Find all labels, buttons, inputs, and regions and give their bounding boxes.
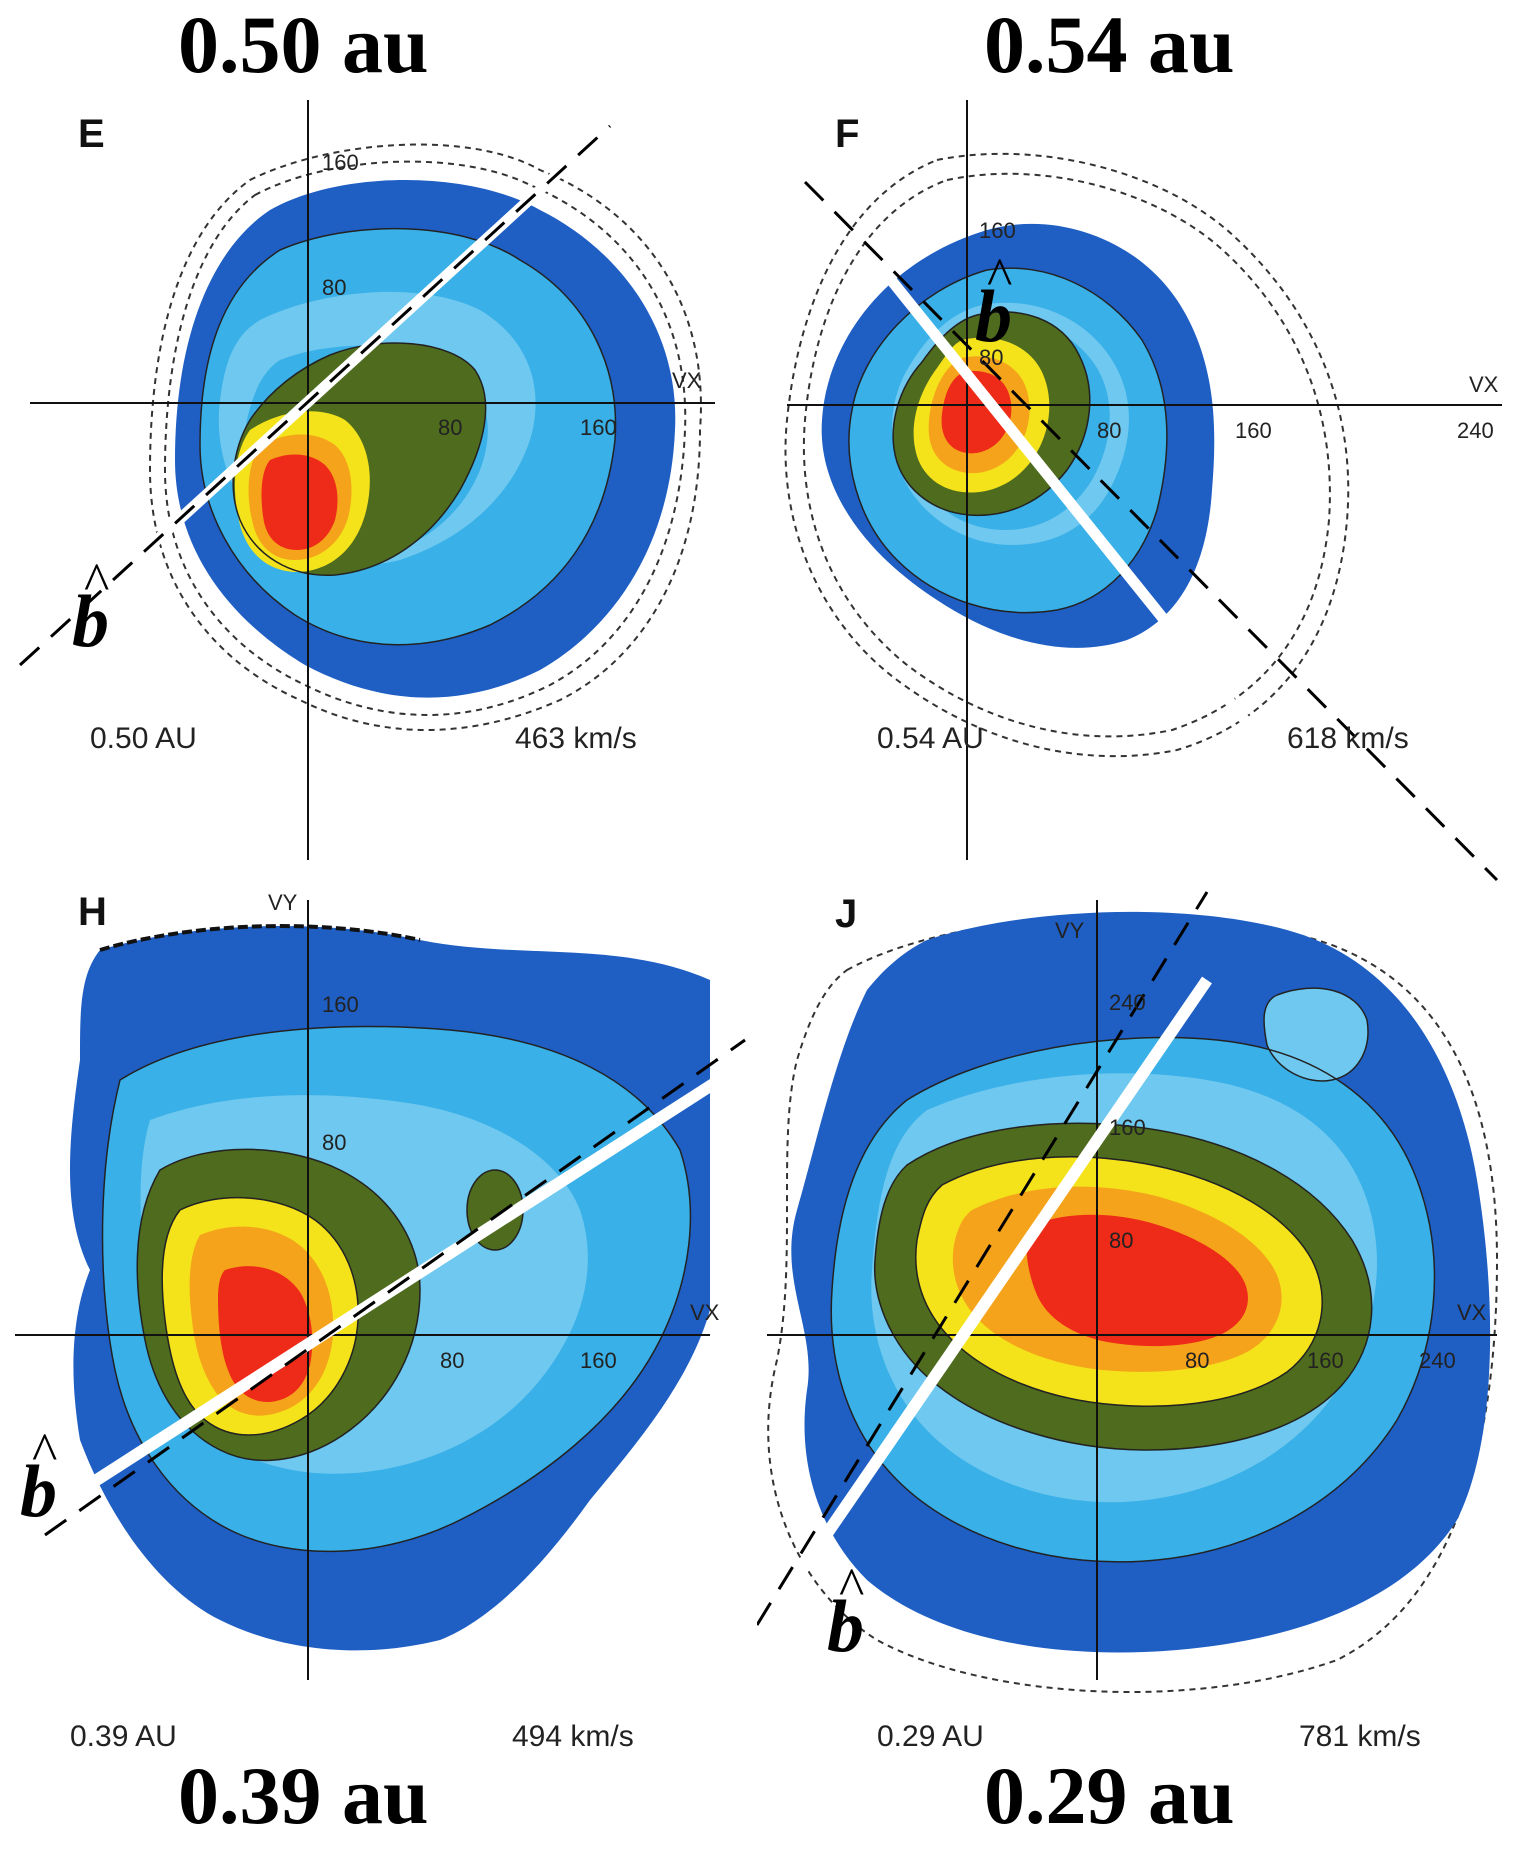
panel-j-b-hat: ^ b (827, 1560, 864, 1664)
panel-f-tick-vx-80: 80 (1097, 418, 1122, 443)
panel-j-b-symbol: b (827, 1586, 864, 1668)
panel-f-b-symbol: b (975, 276, 1012, 358)
panel-h-tick-vx-160: 160 (580, 1348, 617, 1373)
panel-f-tick-vx-160: 160 (1235, 418, 1272, 443)
panel-h-distance: 0.39 AU (70, 1720, 177, 1753)
panel-e-b-symbol: b (72, 581, 109, 663)
panel-f-tick-vy-160: 160 (979, 218, 1016, 243)
panel-h-tick-vx-80: 80 (440, 1348, 465, 1373)
panel-h-b-symbol: b (20, 1451, 57, 1533)
title-bottom-right: 0.29 au (984, 1750, 1235, 1841)
panel-j-letter: J (835, 892, 858, 936)
panel-h: H VY 160 80 80 160 VX 0.39 AU 494 km/s ^… (0, 880, 760, 1760)
panel-h-axis-vx: VX (690, 1300, 720, 1325)
hat-icon: ^ (84, 552, 110, 612)
hat-icon: ^ (32, 1422, 58, 1482)
panel-j-tick-vx-80: 80 (1185, 1348, 1210, 1373)
panel-f-b-hat: ^ b (975, 250, 1012, 354)
title-top-left: 0.50 au (178, 0, 429, 90)
hat-icon: ^ (987, 247, 1013, 307)
panel-j-distance: 0.29 AU (877, 1720, 984, 1753)
panel-j-tick-vy-160: 160 (1109, 1115, 1146, 1140)
panel-e-contours (16, 100, 715, 860)
panel-e-b-hat: ^ b (72, 555, 109, 659)
panel-e-tick-vx-160: 160 (580, 415, 617, 440)
panel-j-tick-vy-240: 240 (1109, 990, 1146, 1015)
panel-f-distance: 0.54 AU (877, 722, 984, 755)
panel-j-tick-vy-80: 80 (1109, 1228, 1134, 1253)
panel-j: J VY 240 160 80 80 160 240 VX 0.29 AU 78… (757, 880, 1517, 1760)
panel-j-tick-vx-240: 240 (1419, 1348, 1456, 1373)
title-bottom-left: 0.39 au (178, 1750, 429, 1841)
panel-e-tick-vx-80: 80 (438, 415, 463, 440)
panel-f-contours (784, 100, 1502, 882)
panel-j-axis-vy: VY (1055, 918, 1085, 943)
panel-h-tick-vy-80: 80 (322, 1130, 347, 1155)
panel-f-letter: F (835, 112, 860, 156)
hat-icon: ^ (839, 1557, 865, 1617)
panel-h-tick-vy-160: 160 (322, 992, 359, 1017)
panel-h-speed: 494 km/s (512, 1720, 634, 1753)
panel-j-tick-vx-160: 160 (1307, 1348, 1344, 1373)
panel-h-axis-vy: VY (268, 890, 298, 915)
panel-e-letter: E (78, 112, 105, 156)
panel-e-speed: 463 km/s (515, 722, 637, 755)
panel-e-axis-vx: VX (672, 368, 702, 393)
panel-j-axis-vx: VX (1457, 1300, 1487, 1325)
panel-e-tick-vy-80: 80 (322, 275, 347, 300)
title-top-right: 0.54 au (984, 0, 1235, 90)
panel-e-distance: 0.50 AU (90, 722, 197, 755)
panel-h-contours (15, 900, 746, 1680)
panel-f: F 160 80 80 160 240 VX 0.54 AU 618 km/s … (757, 100, 1517, 980)
panel-f-axis-vx: VX (1469, 372, 1499, 397)
panel-f-tick-vx-240: 240 (1457, 418, 1494, 443)
panel-f-speed: 618 km/s (1287, 722, 1409, 755)
panel-h-b-hat: ^ b (20, 1425, 57, 1529)
panel-f-tick-vy-80: 80 (979, 345, 1004, 370)
panel-h-letter: H (78, 890, 107, 934)
panel-j-speed: 781 km/s (1299, 1720, 1421, 1753)
panel-e-tick-vy-160: 160 (322, 150, 359, 175)
panel-e: E 160 80 80 160 VX 0.50 AU 463 km/s ^ b (0, 100, 760, 980)
panel-j-contours (757, 891, 1499, 1694)
